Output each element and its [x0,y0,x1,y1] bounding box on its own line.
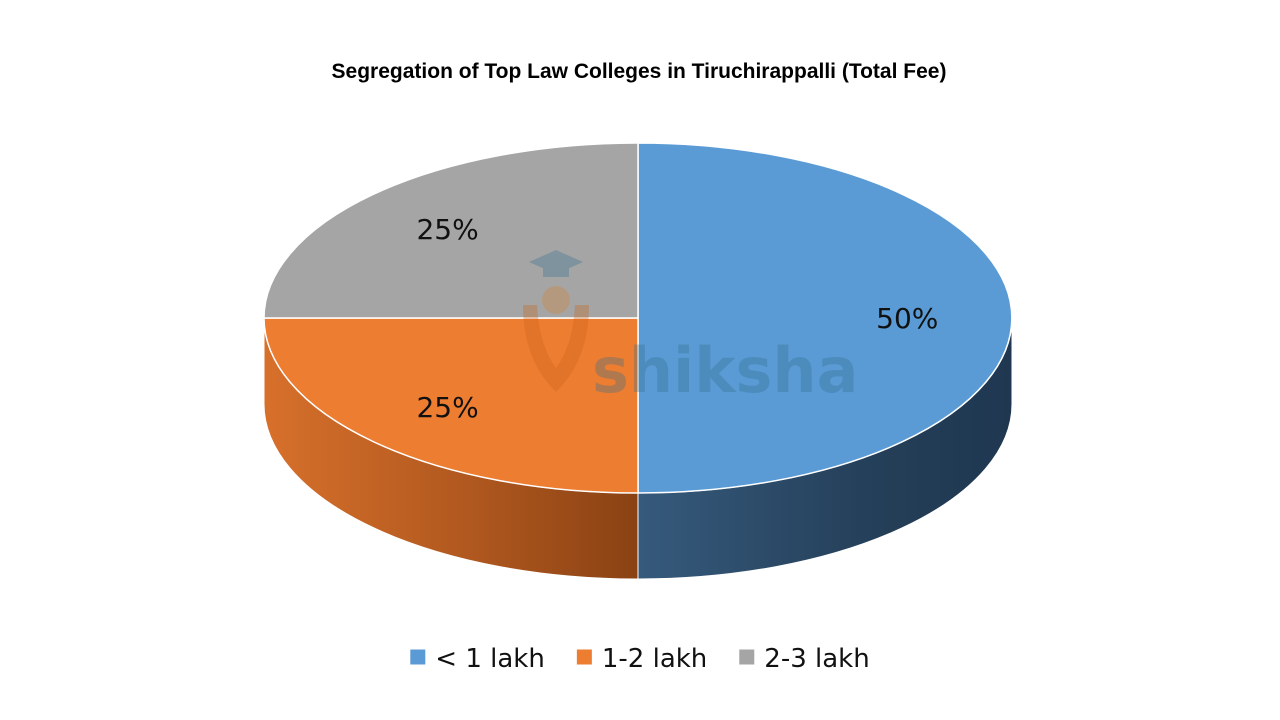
data-labels: 50% 25% 25% [416,213,938,424]
chart-title: Segregation of Top Law Colleges in Tiruc… [332,60,947,83]
legend: < 1 lakh 1-2 lakh 2-3 lakh [410,644,870,674]
legend-swatch-2 [576,649,592,665]
pie-slice-3 [263,142,639,319]
legend-swatch-3 [739,649,755,665]
watermark: shiksha [523,250,858,407]
pie-slices [263,142,1013,494]
legend-label-1: < 1 lakh [435,644,545,674]
legend-label-3: 2-3 lakh [764,644,869,674]
pie-slice-2 [263,317,639,494]
data-label-3: 25% [416,213,478,246]
pie-slice-1 [637,142,1013,494]
legend-label-2: 1-2 lakh [602,644,707,674]
data-label-1: 50% [876,302,938,335]
graduation-cap-icon [523,250,589,392]
data-label-2: 25% [416,391,478,424]
watermark-text: shiksha [592,334,858,407]
legend-swatch-1 [410,649,426,665]
